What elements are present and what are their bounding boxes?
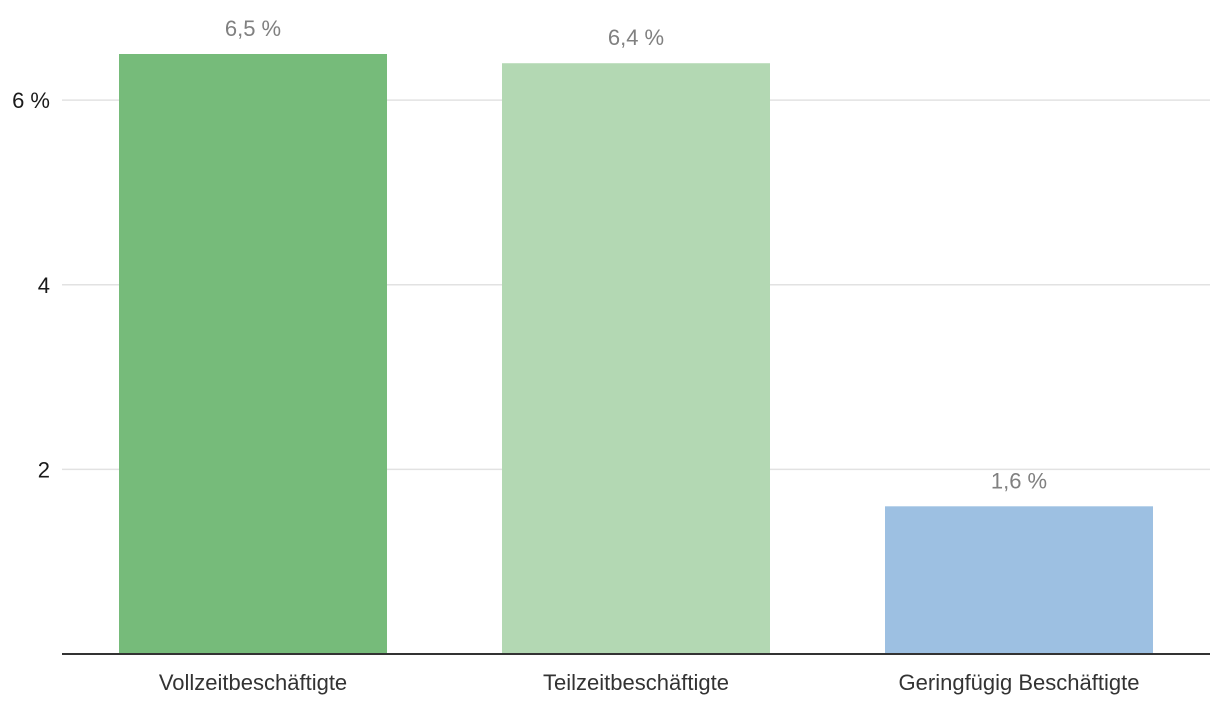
data-label: 6,5 %	[225, 16, 281, 41]
data-labels: 6,5 % 6,4 % 1,6 %	[225, 16, 1047, 493]
bar	[885, 506, 1153, 654]
y-tick-label: 6 %	[12, 88, 50, 113]
y-tick-label: 4	[38, 273, 50, 298]
data-label: 1,6 %	[991, 468, 1047, 493]
y-tick-label: 2	[38, 457, 50, 482]
y-axis: 2 4 6 %	[12, 88, 50, 482]
bars	[119, 54, 1153, 654]
bar	[119, 54, 387, 654]
x-axis: Vollzeitbeschäftigte Teilzeitbeschäftigte…	[159, 670, 1140, 695]
x-tick-label: Geringfügig Beschäftigte	[899, 670, 1140, 695]
x-tick-label: Teilzeitbeschäftigte	[543, 670, 729, 695]
bar	[502, 63, 770, 654]
data-label: 6,4 %	[608, 25, 664, 50]
x-tick-label: Vollzeitbeschäftigte	[159, 670, 347, 695]
